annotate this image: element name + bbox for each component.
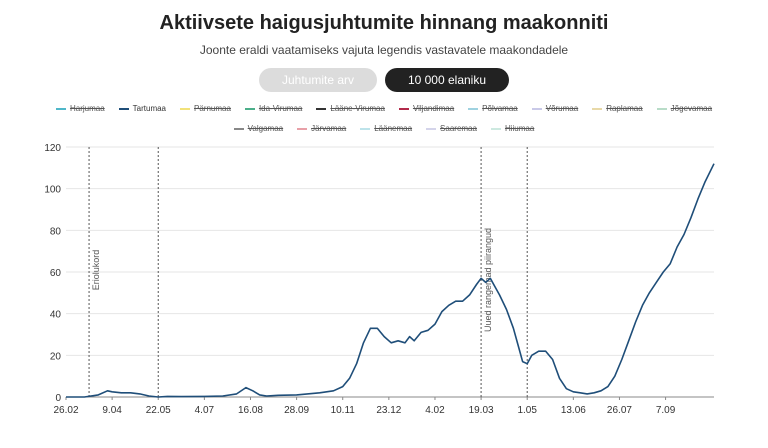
x-tick-label: 16.08: [238, 405, 263, 416]
legend-item[interactable]: Põlvamaa: [461, 104, 525, 113]
x-tick-label: 4.02: [425, 405, 445, 416]
view-toggle-group: Juhtumite arv kokku 10 000 elaniku kohta: [0, 68, 768, 111]
y-tick-label: 20: [50, 351, 62, 362]
legend-label: Saaremaa: [440, 124, 477, 133]
x-tick-label: 19.03: [469, 405, 494, 416]
legend-item[interactable]: Läänemaa: [353, 124, 419, 133]
x-tick-label: 1.05: [517, 405, 537, 416]
legend-label: Jõgevamaa: [670, 104, 713, 113]
legend-swatch: [592, 107, 603, 110]
x-tick-label: 10.11: [331, 405, 356, 416]
x-tick-label: 26.07: [607, 405, 632, 416]
legend-swatch: [656, 107, 667, 110]
legend-item[interactable]: Valgamaa: [227, 124, 290, 133]
legend-item[interactable]: Ida-Virumaa: [238, 104, 309, 113]
x-tick-label: 9.04: [102, 405, 122, 416]
legend-swatch: [360, 127, 371, 130]
y-tick-label: 40: [50, 310, 62, 321]
y-tick-label: 0: [55, 393, 61, 404]
legend-item[interactable]: Harjumaa: [49, 104, 112, 113]
legend-item[interactable]: Raplamaa: [585, 104, 649, 113]
y-tick-label: 80: [50, 226, 62, 237]
x-tick-label: 13.06: [561, 405, 586, 416]
legend-label: Hiiumaa: [504, 124, 535, 133]
x-tick-label: 4.07: [195, 405, 215, 416]
legend-item[interactable]: Viljandimaa: [392, 104, 461, 113]
legend-label: Ida-Virumaa: [258, 104, 303, 113]
legend-label: Raplamaa: [606, 104, 643, 113]
legend-swatch: [55, 107, 66, 110]
x-tick-label: 28.09: [284, 405, 309, 416]
legend-item[interactable]: Saaremaa: [419, 124, 484, 133]
legend-swatch: [297, 127, 308, 130]
annotation-label: Eriolukord: [91, 250, 101, 291]
x-tick-label: 22.05: [146, 405, 171, 416]
legend-label: Pärnumaa: [194, 104, 231, 113]
legend-label: Põlvamaa: [482, 104, 518, 113]
legend-label: Võrumaa: [545, 104, 579, 113]
legend-item[interactable]: Hiiumaa: [484, 124, 541, 133]
x-tick-label: 26.02: [53, 405, 78, 416]
legend-swatch: [468, 107, 479, 110]
legend-swatch: [118, 107, 129, 110]
chart-subtitle: Joonte eraldi vaatamiseks vajuta legendi…: [199, 43, 569, 57]
legend-swatch: [531, 107, 542, 110]
legend-label: Läänemaa: [374, 124, 413, 133]
legend-label: Viljandimaa: [412, 104, 455, 113]
legend-item[interactable]: Võrumaa: [525, 104, 585, 113]
legend-swatch: [398, 107, 409, 110]
legend-item[interactable]: Lääne-Virumaa: [309, 104, 392, 113]
series-line-tartumaa: [66, 163, 715, 398]
legend-label: Harjumaa: [69, 104, 105, 113]
legend-label: Järvamaa: [311, 124, 347, 133]
legend-swatch: [244, 107, 255, 110]
legend-swatch: [316, 107, 327, 110]
legend-row-1: Harjumaa Tartumaa Pärnumaa Ida-Virumaa Lääne…: [40, 104, 728, 113]
chart-title: Aktiivsete haigusjuhtumite hinnang maako…: [159, 12, 609, 34]
legend-label: Lääne-Virumaa: [330, 104, 385, 113]
total-cases-toggle[interactable]: Juhtumite arv kokku: [259, 68, 377, 111]
legend-item[interactable]: Tartumaa: [112, 104, 173, 113]
legend-label: Valgamaa: [247, 124, 284, 133]
legend-item[interactable]: Jõgevamaa: [650, 104, 719, 113]
y-tick-label: 60: [50, 268, 62, 279]
x-tick-label: 23.12: [376, 405, 401, 416]
legend-item[interactable]: Pärnumaa: [173, 104, 238, 113]
legend-swatch: [233, 127, 244, 130]
legend-swatch: [180, 107, 191, 110]
x-tick-label: 7.09: [656, 405, 676, 416]
per-capita-toggle[interactable]: 10 000 elaniku kohta: [385, 68, 509, 111]
legend-swatch: [426, 127, 437, 130]
legend-swatch: [490, 127, 501, 130]
y-tick-label: 120: [44, 143, 61, 154]
legend-label: Tartumaa: [132, 104, 167, 113]
legend-row-2: Valgamaa Järvamaa Läänemaa Saaremaa Hiiumaa: [40, 124, 728, 133]
y-tick-label: 100: [44, 185, 61, 196]
legend-item[interactable]: Järvamaa: [290, 124, 353, 133]
